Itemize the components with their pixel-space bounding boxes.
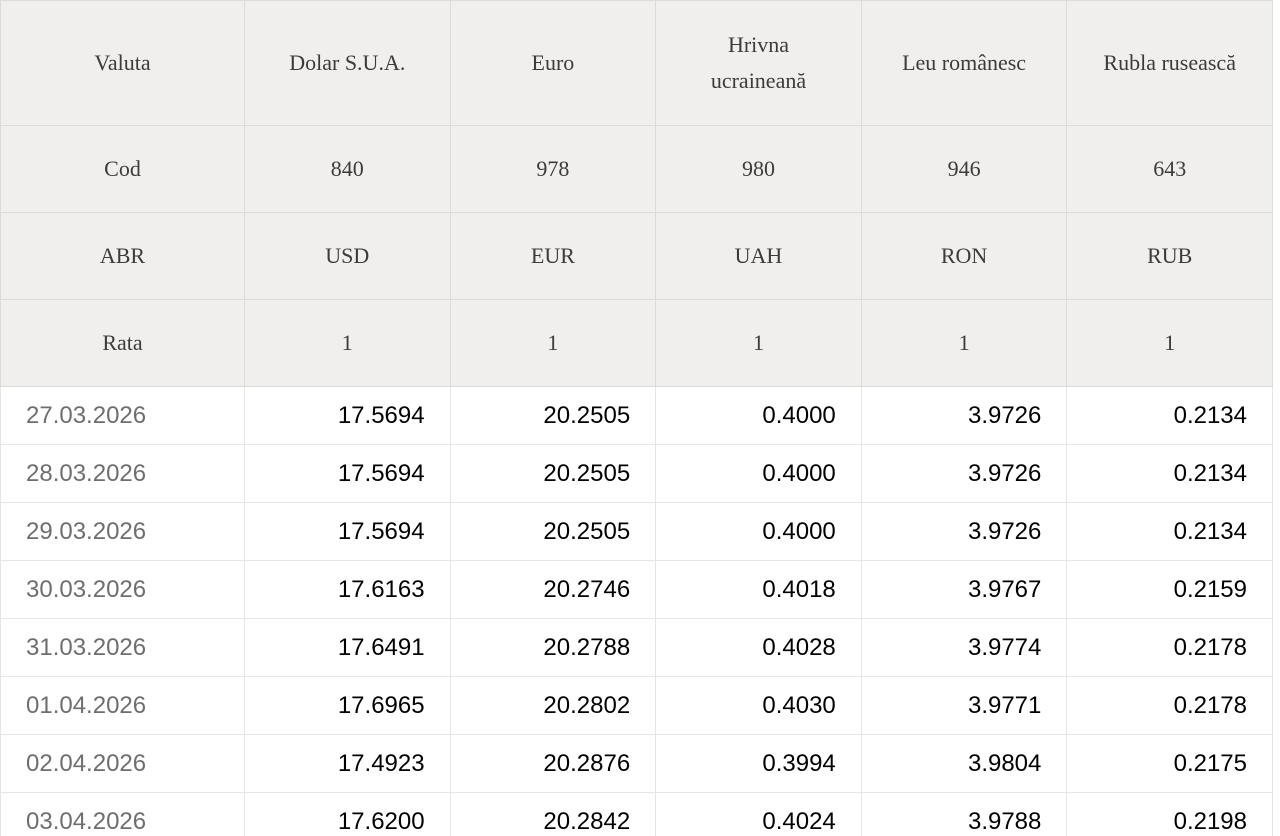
- currency-base-rate: 1: [1066, 299, 1273, 387]
- currency-code: 946: [860, 125, 1068, 213]
- currency-abbr: RON: [860, 212, 1068, 300]
- rate-value: 0.4028: [655, 618, 862, 677]
- rate-value: 17.5694: [244, 386, 451, 445]
- currency-code: 643: [1066, 125, 1273, 213]
- date-cell: 03.04.2026: [0, 792, 245, 836]
- date-cell: 31.03.2026: [0, 618, 245, 677]
- currency-abbr: EUR: [449, 212, 657, 300]
- rate-value: 3.9726: [860, 386, 1068, 445]
- rate-row: 27.03.2026 17.5694 20.2505 0.4000 3.9726 0.21…: [0, 386, 1273, 445]
- date-cell: 28.03.2026: [0, 444, 245, 503]
- rate-value: 3.9774: [860, 618, 1068, 677]
- rate-value: 3.9726: [860, 444, 1068, 503]
- rate-value: 0.4000: [655, 386, 862, 445]
- rate-row: 31.03.2026 17.6491 20.2788 0.4028 3.9774 0.21…: [0, 618, 1273, 677]
- rate-value: 3.9726: [860, 502, 1068, 561]
- rate-row: 02.04.2026 17.4923 20.2876 0.3994 3.9804 0.21…: [0, 734, 1273, 793]
- row-label: ABR: [0, 212, 245, 300]
- rate-value: 0.2198: [1066, 792, 1273, 836]
- header-row-abr: ABR USD EUR UAH RON RUB: [0, 212, 1273, 300]
- currency-code: 978: [449, 125, 657, 213]
- rate-value: 0.4024: [655, 792, 862, 836]
- rate-value: 17.5694: [244, 444, 451, 503]
- rate-value: 3.9767: [860, 560, 1068, 619]
- rate-value: 0.2159: [1066, 560, 1273, 619]
- row-label: Rata: [0, 299, 245, 387]
- currency-name: Hrivna ucraineană: [655, 0, 862, 126]
- currency-code: 980: [655, 125, 862, 213]
- currency-name: Leu românesc: [860, 0, 1068, 126]
- rate-value: 0.3994: [655, 734, 862, 793]
- rate-value: 20.2802: [449, 676, 657, 735]
- currency-abbr: USD: [244, 212, 451, 300]
- row-label: Valuta: [0, 0, 245, 126]
- currency-abbr: UAH: [655, 212, 862, 300]
- currency-name: Rubla rusească: [1066, 0, 1273, 126]
- currency-abbr: RUB: [1066, 212, 1273, 300]
- currency-base-rate: 1: [655, 299, 862, 387]
- rate-row: 03.04.2026 17.6200 20.2842 0.4024 3.9788 0.21…: [0, 792, 1273, 836]
- rate-value: 17.4923: [244, 734, 451, 793]
- rate-value: 3.9788: [860, 792, 1068, 836]
- date-cell: 01.04.2026: [0, 676, 245, 735]
- date-cell: 27.03.2026: [0, 386, 245, 445]
- rate-row: 28.03.2026 17.5694 20.2505 0.4000 3.9726 0.21…: [0, 444, 1273, 503]
- rate-value: 3.9771: [860, 676, 1068, 735]
- rate-value: 20.2505: [449, 386, 657, 445]
- rate-row: 30.03.2026 17.6163 20.2746 0.4018 3.9767 0.21…: [0, 560, 1273, 619]
- rate-value: 20.2842: [449, 792, 657, 836]
- rate-value: 0.4000: [655, 502, 862, 561]
- rate-value: 17.6163: [244, 560, 451, 619]
- rate-value: 17.5694: [244, 502, 451, 561]
- currency-code: 840: [244, 125, 451, 213]
- rate-value: 20.2788: [449, 618, 657, 677]
- rate-value: 0.2175: [1066, 734, 1273, 793]
- rate-value: 20.2746: [449, 560, 657, 619]
- rate-value: 0.4018: [655, 560, 862, 619]
- currency-base-rate: 1: [449, 299, 657, 387]
- rate-value: 0.4030: [655, 676, 862, 735]
- currency-base-rate: 1: [860, 299, 1068, 387]
- rate-value: 20.2505: [449, 502, 657, 561]
- header-row-cod: Cod 840 978 980 946 643: [0, 125, 1273, 213]
- currency-name: Dolar S.U.A.: [244, 0, 451, 126]
- rate-value: 20.2876: [449, 734, 657, 793]
- rate-row: 29.03.2026 17.5694 20.2505 0.4000 3.9726 0.21…: [0, 502, 1273, 561]
- rate-value: 0.4000: [655, 444, 862, 503]
- date-cell: 30.03.2026: [0, 560, 245, 619]
- rate-value: 17.6491: [244, 618, 451, 677]
- header-row-valuta: Valuta Dolar S.U.A. Euro Hrivna ucraineană L…: [0, 0, 1273, 126]
- rate-value: 0.2134: [1066, 444, 1273, 503]
- rate-value: 0.2134: [1066, 386, 1273, 445]
- rate-value: 0.2178: [1066, 676, 1273, 735]
- date-cell: 29.03.2026: [0, 502, 245, 561]
- rate-value: 17.6200: [244, 792, 451, 836]
- row-label: Cod: [0, 125, 245, 213]
- currency-base-rate: 1: [244, 299, 451, 387]
- date-cell: 02.04.2026: [0, 734, 245, 793]
- header-row-rata: Rata 1 1 1 1 1: [0, 299, 1273, 387]
- rate-row: 01.04.2026 17.6965 20.2802 0.4030 3.9771 0.21…: [0, 676, 1273, 735]
- rate-value: 20.2505: [449, 444, 657, 503]
- rate-value: 3.9804: [860, 734, 1068, 793]
- rate-value: 0.2134: [1066, 502, 1273, 561]
- currency-name: Euro: [449, 0, 657, 126]
- rate-value: 17.6965: [244, 676, 451, 735]
- rate-value: 0.2178: [1066, 618, 1273, 677]
